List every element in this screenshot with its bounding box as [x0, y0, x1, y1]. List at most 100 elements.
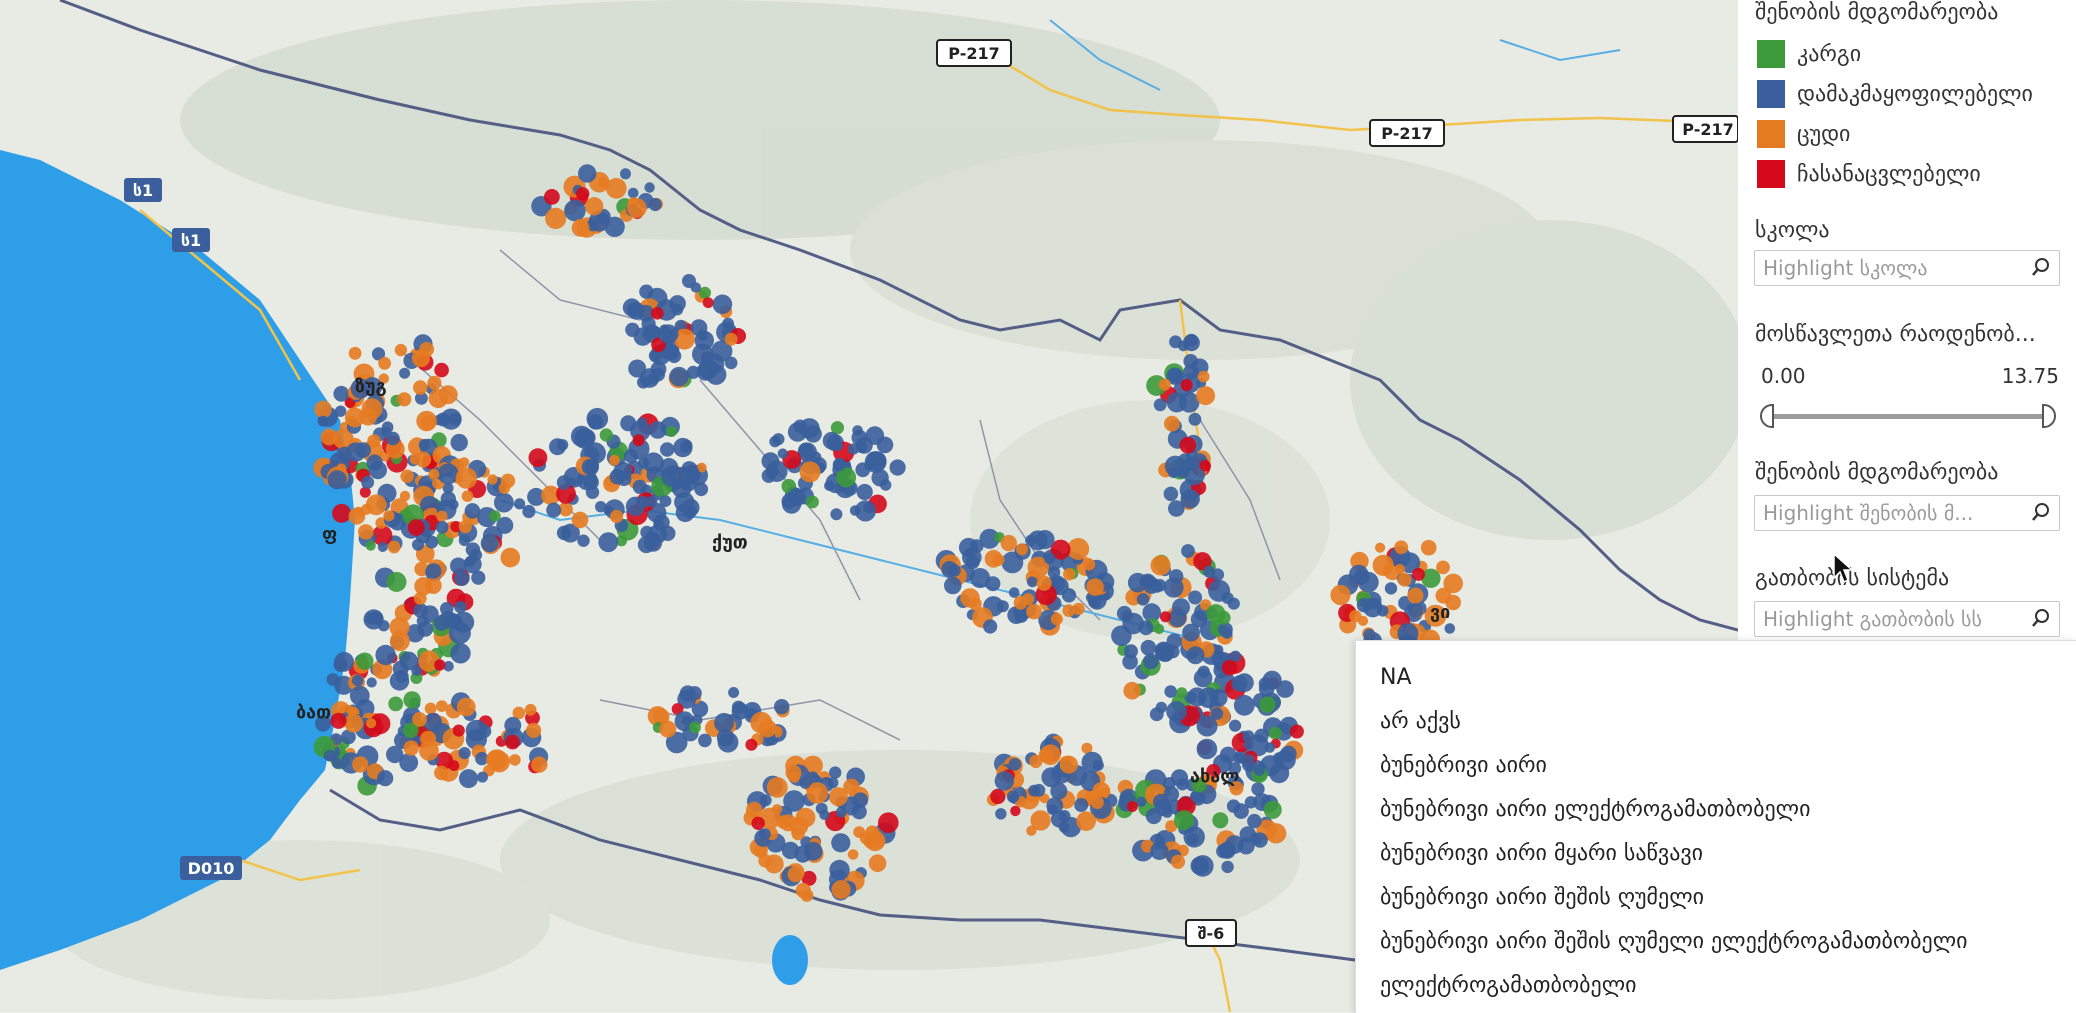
school-point[interactable]: [455, 467, 478, 489]
school-point[interactable]: [598, 177, 610, 189]
school-point[interactable]: [1081, 742, 1093, 754]
school-point[interactable]: [671, 303, 684, 316]
school-point[interactable]: [1061, 588, 1077, 603]
school-point[interactable]: [787, 866, 804, 883]
school-point[interactable]: [496, 516, 514, 534]
school-point[interactable]: [1258, 677, 1273, 691]
school-point[interactable]: [1199, 460, 1212, 472]
school-point[interactable]: [456, 697, 476, 717]
school-point[interactable]: [378, 620, 390, 632]
school-point[interactable]: [571, 511, 589, 529]
school-point[interactable]: [1253, 764, 1265, 776]
school-point[interactable]: [522, 504, 536, 519]
school-point[interactable]: [1166, 367, 1184, 385]
school-point[interactable]: [639, 284, 654, 299]
school-point[interactable]: [983, 619, 998, 634]
school-point[interactable]: [436, 700, 448, 712]
school-point[interactable]: [889, 459, 906, 476]
school-point[interactable]: [797, 442, 817, 462]
school-point[interactable]: [403, 740, 419, 756]
school-point[interactable]: [1163, 486, 1179, 502]
school-point[interactable]: [1197, 370, 1210, 383]
school-point[interactable]: [667, 348, 682, 364]
school-point[interactable]: [545, 207, 567, 229]
school-point[interactable]: [526, 722, 542, 739]
school-point[interactable]: [788, 771, 800, 783]
school-point[interactable]: [324, 749, 336, 762]
school-point[interactable]: [578, 164, 597, 183]
school-point[interactable]: [1090, 796, 1104, 809]
school-point[interactable]: [365, 540, 376, 551]
school-point[interactable]: [646, 496, 658, 508]
school-point[interactable]: [487, 474, 498, 485]
school-point[interactable]: [764, 854, 784, 874]
school-point[interactable]: [464, 503, 481, 519]
school-point[interactable]: [968, 597, 982, 611]
school-point[interactable]: [1221, 659, 1238, 676]
school-point[interactable]: [830, 439, 842, 451]
school-point[interactable]: [716, 728, 735, 747]
school-point[interactable]: [1143, 653, 1159, 670]
school-point[interactable]: [766, 777, 788, 798]
school-point[interactable]: [428, 388, 448, 409]
school-point[interactable]: [1219, 746, 1237, 764]
school-point[interactable]: [1032, 783, 1046, 797]
school-point[interactable]: [1074, 798, 1089, 812]
school-point[interactable]: [791, 826, 805, 841]
school-point[interactable]: [852, 425, 863, 436]
school-point[interactable]: [448, 412, 462, 426]
school-point[interactable]: [399, 753, 419, 772]
school-point[interactable]: [1050, 539, 1071, 560]
school-point[interactable]: [527, 487, 546, 506]
school-point[interactable]: [829, 766, 842, 779]
school-point[interactable]: [698, 286, 712, 299]
legend-item[interactable]: კარგი: [1757, 38, 1861, 70]
school-point[interactable]: [352, 756, 369, 773]
school-point[interactable]: [641, 316, 656, 331]
school-point[interactable]: [1168, 500, 1185, 517]
school-point[interactable]: [1086, 578, 1104, 596]
school-point[interactable]: [386, 745, 404, 764]
school-point[interactable]: [1444, 623, 1456, 634]
school-point[interactable]: [1050, 782, 1068, 800]
school-point[interactable]: [745, 801, 763, 819]
school-point[interactable]: [1229, 650, 1242, 662]
school-point[interactable]: [317, 415, 329, 427]
school-point[interactable]: [381, 421, 394, 434]
school-point[interactable]: [867, 451, 887, 471]
school-point[interactable]: [1420, 539, 1437, 556]
school-point[interactable]: [827, 777, 839, 789]
slider-handle-max[interactable]: [2042, 404, 2056, 428]
school-point[interactable]: [407, 519, 425, 536]
school-point[interactable]: [1196, 715, 1218, 737]
school-point[interactable]: [1183, 826, 1205, 848]
school-point[interactable]: [416, 410, 437, 432]
school-point[interactable]: [856, 483, 873, 501]
school-point[interactable]: [1424, 604, 1447, 627]
school-point[interactable]: [1363, 628, 1376, 642]
school-point[interactable]: [1166, 701, 1187, 722]
school-point[interactable]: [681, 498, 700, 517]
school-point[interactable]: [690, 282, 701, 293]
school-point[interactable]: [1186, 646, 1205, 665]
school-point[interactable]: [1026, 576, 1038, 588]
school-point[interactable]: [314, 400, 332, 419]
school-point[interactable]: [489, 510, 501, 522]
school-point[interactable]: [332, 758, 343, 769]
school-point[interactable]: [386, 431, 400, 446]
school-point[interactable]: [644, 182, 655, 193]
school-point[interactable]: [648, 197, 662, 212]
school-point[interactable]: [444, 613, 462, 630]
heating-option[interactable]: ბუნებრივი აირი შეშის ღუმელი ელექტროგამათ…: [1380, 929, 1968, 954]
school-point[interactable]: [564, 199, 586, 222]
school-point[interactable]: [1013, 595, 1028, 610]
school-point[interactable]: [709, 362, 720, 374]
search-icon[interactable]: [2031, 608, 2051, 628]
school-point[interactable]: [475, 751, 489, 766]
school-point[interactable]: [624, 449, 639, 464]
school-point[interactable]: [1008, 758, 1022, 771]
slider-handle-min[interactable]: [1760, 404, 1774, 428]
school-point[interactable]: [351, 674, 364, 687]
school-point[interactable]: [1136, 593, 1150, 606]
school-point[interactable]: [801, 870, 817, 886]
